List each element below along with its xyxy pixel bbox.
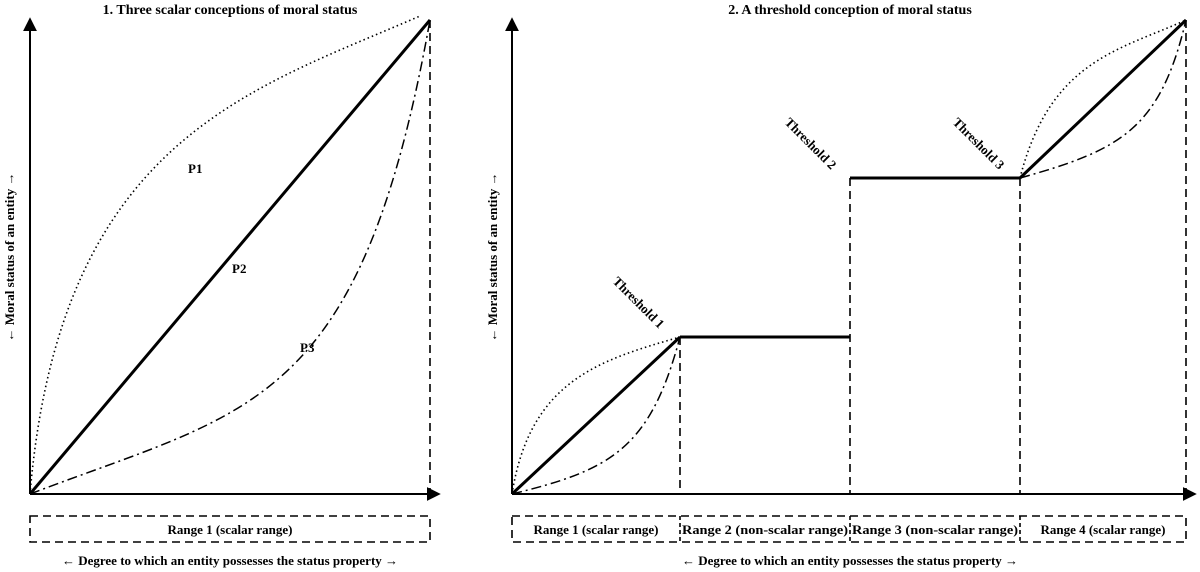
threshold-1-label: Threshold 1 [610,274,668,332]
range-1-dashdot-curve [511,336,681,495]
panel-1-y-axis-label: ← Moral status of an entity → [2,173,17,342]
panel-1-x-axis-label: ← Degree to which an entity possesses th… [62,553,398,568]
curve-p3 [29,19,431,495]
threshold-3-label: Threshold 3 [950,115,1008,173]
panel-2: 2. A threshold conception of moral statu… [485,3,1197,568]
panel-1-title: 1. Three scalar conceptions of moral sta… [103,3,358,18]
curve-p1 [29,15,421,495]
panel-2-y-axis-label: ← Moral status of an entity → [485,173,500,342]
curve-label-p3: P3 [300,340,315,355]
range-4-solid-curve [1018,18,1188,180]
range-4-label: Range 4 (scalar range) [1040,522,1165,537]
range-1-label: Range 1 (scalar range) [533,522,658,537]
panel-1-range-bracket [29,515,431,543]
range-1-dotted-curve [511,336,681,495]
range-4-dashdot-curve [1019,19,1187,179]
threshold-2-label: Threshold 2 [782,115,840,173]
range-3-label: Range 3 (non-scalar range) [852,522,1018,537]
curve-p2 [28,19,432,495]
panel-1-range-label: Range 1 (scalar range) [167,522,292,537]
range-2-label: Range 2 (non-scalar range) [682,522,848,537]
range-1-solid-curve [510,335,682,496]
curve-label-p2: P2 [232,261,246,276]
panel-2-x-axis-label: ← Degree to which an entity possesses th… [682,553,1018,568]
curve-label-p1: P1 [188,161,202,176]
panel-2-title: 2. A threshold conception of moral statu… [728,3,972,18]
panel-1: 1. Three scalar conceptions of moral sta… [2,3,441,568]
